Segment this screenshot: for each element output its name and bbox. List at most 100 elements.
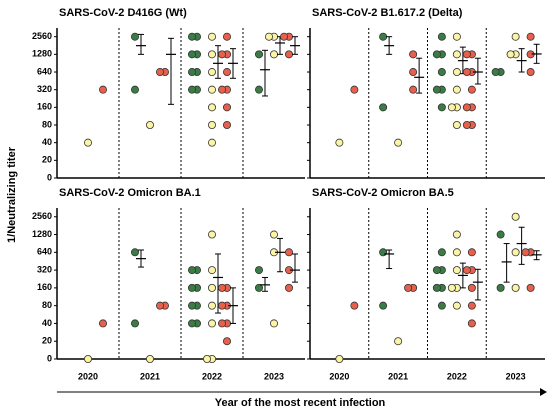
- x-tick-label: 2020: [78, 371, 98, 381]
- point: [379, 32, 388, 41]
- y-tick-label: 320: [37, 264, 52, 274]
- point: [506, 50, 515, 59]
- point: [254, 85, 263, 94]
- point: [452, 50, 461, 59]
- y-tick-label: 0: [47, 353, 52, 363]
- point: [207, 138, 216, 147]
- point: [437, 248, 446, 257]
- point: [409, 68, 418, 77]
- point: [269, 230, 278, 239]
- point: [207, 301, 216, 310]
- point: [462, 121, 471, 130]
- point: [207, 319, 216, 328]
- point: [511, 248, 520, 257]
- point: [155, 68, 164, 77]
- point: [432, 266, 441, 275]
- panel-title: SARS-CoV-2 D416G (Wt): [59, 7, 187, 19]
- point: [452, 248, 461, 257]
- point: [437, 103, 446, 112]
- point: [350, 301, 359, 310]
- y-tick-label: 0: [47, 172, 52, 182]
- point: [187, 85, 196, 94]
- point: [432, 283, 441, 292]
- point: [526, 32, 535, 41]
- point: [467, 85, 476, 94]
- point: [207, 283, 216, 292]
- point: [526, 283, 535, 292]
- point: [207, 68, 216, 77]
- y-tick-label: 2560: [32, 211, 52, 221]
- point: [447, 103, 456, 112]
- x-axis-title: Year of the most recent infection: [215, 397, 386, 409]
- point: [496, 283, 505, 292]
- point: [452, 85, 461, 94]
- point: [254, 50, 263, 59]
- point: [452, 301, 461, 310]
- point: [130, 319, 139, 328]
- point: [284, 50, 293, 59]
- point: [462, 68, 471, 77]
- point: [145, 354, 154, 363]
- y-tick-label: 640: [37, 247, 52, 257]
- point: [207, 85, 216, 94]
- point: [217, 283, 226, 292]
- point: [217, 85, 226, 94]
- point: [467, 283, 476, 292]
- point: [467, 319, 476, 328]
- point: [217, 301, 226, 310]
- point: [379, 103, 388, 112]
- point: [187, 266, 196, 275]
- point: [511, 32, 520, 41]
- point: [379, 301, 388, 310]
- point: [335, 138, 344, 147]
- point: [350, 85, 359, 94]
- point: [187, 50, 196, 59]
- point: [394, 138, 403, 147]
- point: [187, 319, 196, 328]
- y-tick-label: 20: [42, 336, 52, 346]
- point: [511, 212, 520, 221]
- point: [452, 230, 461, 239]
- point: [437, 32, 446, 41]
- point: [437, 301, 446, 310]
- point: [269, 319, 278, 328]
- point: [254, 266, 263, 275]
- x-tick-label: 2022: [447, 371, 467, 381]
- point: [394, 337, 403, 346]
- point: [99, 85, 108, 94]
- point: [526, 68, 535, 77]
- point: [379, 248, 388, 257]
- point: [155, 301, 164, 310]
- x-tick-label: 2023: [506, 371, 526, 381]
- y-tick-label: 1280: [32, 49, 52, 59]
- x-tick-label: 2022: [202, 371, 222, 381]
- y-tick-label: 1280: [32, 229, 52, 239]
- point: [467, 248, 476, 257]
- x-tick-label: 2023: [264, 371, 284, 381]
- point: [187, 32, 196, 41]
- y-tick-label: 320: [37, 84, 52, 94]
- point: [217, 50, 226, 59]
- point: [202, 354, 211, 363]
- point: [409, 85, 418, 94]
- point: [279, 32, 288, 41]
- point: [452, 121, 461, 130]
- point: [432, 85, 441, 94]
- point: [264, 32, 273, 41]
- point: [187, 283, 196, 292]
- x-arrow-head: [540, 388, 547, 396]
- point: [284, 283, 293, 292]
- point: [462, 103, 471, 112]
- point: [496, 230, 505, 239]
- point: [222, 103, 231, 112]
- panel-title: SARS-CoV-2 B1.617.2 (Delta): [312, 7, 463, 19]
- point: [404, 283, 413, 292]
- point: [437, 68, 446, 77]
- point: [207, 32, 216, 41]
- point: [491, 68, 500, 77]
- point: [130, 32, 139, 41]
- point: [207, 121, 216, 130]
- y-tick-label: 40: [42, 137, 52, 147]
- y-tick-label: 2560: [32, 31, 52, 41]
